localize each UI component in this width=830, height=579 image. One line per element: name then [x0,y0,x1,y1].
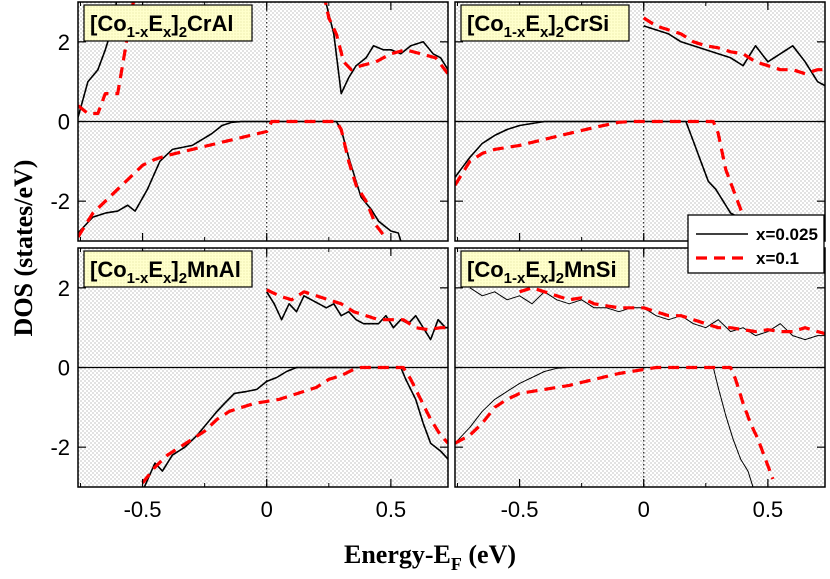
x-tick-label: 0.5 [376,497,407,522]
title-part: x [540,24,549,41]
series-line-x0.1-points [266,288,448,332]
panel-title-mnsi: [Co1-xEx]2MnSi [460,250,630,288]
title-part: ] [548,11,555,36]
y-axis-title: DOS (states/eV) [9,160,38,337]
title-part: E [148,257,163,282]
title-part: 1-x [127,270,149,287]
panel-cral: -202[Co1-xEx]2CrAl [50,1,449,242]
series-line-x0.1-points [519,286,825,336]
title-part: [Co [90,11,127,36]
panel-mnsi: -0.5 0 0.5 [Co1-xEx]2MnSi [454,247,826,522]
series-line-x0.1-points2 [323,2,448,75]
panel-title-mnal: [Co1-xEx]2MnAl [83,250,253,288]
title-part: ] [171,257,178,282]
series-line-x0.1-lower [141,365,448,484]
x-axis-title-sub: F [451,554,462,574]
series-line-x0.1-points [642,16,825,76]
panel-title-cral: [Co1-xEx]2CrAl [83,4,253,42]
panel-title-box [83,4,253,42]
title-part: x [540,270,549,287]
series-line-x0.1-lower [455,365,775,480]
title-part: x [163,24,172,41]
series-line-x0.025-lower [78,120,402,241]
title-part: E [525,257,540,282]
y-tick-label: 0 [58,110,70,135]
title-part: [Co [467,257,504,282]
x-axis-title-main: Energy-E [344,540,451,569]
title-part: E [148,11,163,36]
series-line-x0.025-points [643,25,825,87]
title-part: E [525,11,540,36]
legend-label: x=0.025 [756,225,818,244]
title-part: 2 [179,270,187,287]
title-part: [Co [90,257,127,282]
title-part: ] [171,11,178,36]
y-tick-label: -2 [50,189,70,214]
title-part: 2 [179,24,187,41]
title-part: MnAl [187,257,241,282]
panel-title-box [460,250,630,288]
series-line-x0.1-lower [455,119,750,226]
panel-title-text: [Co1-xEx]2MnAl [90,257,241,287]
panel-mnal: -202-0.5 0 0.5[Co1-xEx]2MnAl [50,247,449,522]
y-tick-label: 2 [58,276,70,301]
title-part: CrAl [187,11,233,36]
y-tick-label: 0 [58,356,70,381]
panel-title-crsi: [Co1-xEx]2CrSi [460,4,630,42]
series-line-x0.025-lower [455,367,754,487]
title-part: x [163,270,172,287]
legend-box [687,214,825,274]
series-line-x0.025-lower [143,366,448,487]
panel-title-text: [Co1-xEx]2CrAl [90,11,234,41]
panel-title-box [83,250,253,288]
x-tick-label: 0 [638,497,650,522]
series-line-x0.1-lower [78,119,385,238]
title-part: MnSi [564,257,617,282]
series-line-x0.025-points2 [324,2,448,95]
legend: x=0.025 x=0.1 [687,214,825,274]
panel-title-text: [Co1-xEx]2CrSi [467,11,609,41]
series-line-x0.025-lower [455,120,744,226]
x-tick-label: -0.5 [124,497,162,522]
title-part: 2 [556,24,564,41]
y-tick-label: -2 [50,435,70,460]
title-part: 2 [556,270,564,287]
title-part: CrSi [564,11,609,36]
series-line-x0.025-points [266,291,448,341]
x-tick-label: 0 [261,497,273,522]
x-tick-label: 0.5 [753,497,784,522]
title-part: 1-x [504,270,526,287]
title-part: ] [548,257,555,282]
y-tick-label: 2 [58,30,70,55]
x-axis-title-unit: (eV) [462,540,516,569]
title-part: 1-x [127,24,149,41]
title-part: [Co [467,11,504,36]
legend-label: x=0.1 [756,249,799,268]
panel-title-text: [Co1-xEx]2MnSi [467,257,617,287]
title-part: 1-x [504,24,526,41]
panel-title-box [460,4,630,42]
panel-crsi: [Co1-xEx]2CrSi [454,1,826,242]
x-tick-label: -0.5 [501,497,539,522]
x-axis-title: Energy-EF (eV) [344,540,516,574]
